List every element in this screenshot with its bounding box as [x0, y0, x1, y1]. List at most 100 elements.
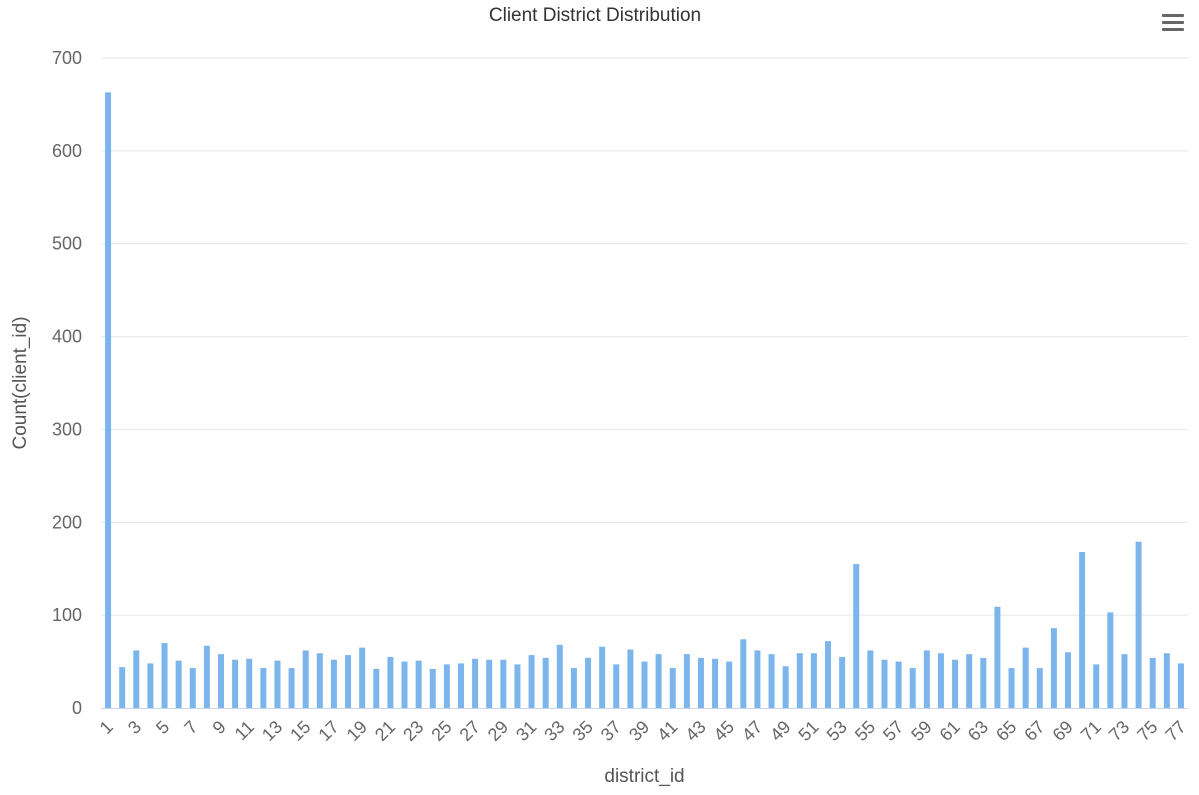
x-tick-label: 57 [879, 717, 907, 745]
x-tick-label: 29 [484, 717, 512, 745]
bar-district-15[interactable] [302, 650, 309, 708]
x-tick-label: 41 [653, 717, 681, 745]
x-tick-label: 73 [1105, 717, 1133, 745]
y-tick-label: 700 [52, 48, 82, 68]
bar-district-59[interactable] [923, 650, 930, 708]
bar-district-46[interactable] [740, 639, 747, 708]
bar-district-41[interactable] [669, 668, 676, 708]
x-tick-label: 39 [625, 717, 653, 745]
chart-menu-button[interactable] [1162, 14, 1184, 34]
bar-district-39[interactable] [641, 661, 648, 708]
x-tick-label: 53 [823, 717, 851, 745]
bar-district-18[interactable] [345, 655, 352, 708]
bar-district-67[interactable] [1036, 668, 1043, 708]
bar-district-23[interactable] [415, 660, 422, 708]
bar-district-69[interactable] [1065, 652, 1072, 708]
bar-district-11[interactable] [246, 658, 253, 708]
bar-district-3[interactable] [133, 650, 140, 708]
bar-district-58[interactable] [909, 668, 916, 708]
bar-district-77[interactable] [1177, 663, 1184, 708]
bar-district-33[interactable] [556, 644, 563, 708]
bar-district-65[interactable] [1008, 668, 1015, 708]
bar-district-64[interactable] [994, 606, 1001, 708]
gridlines [101, 57, 1188, 616]
bar-district-71[interactable] [1093, 664, 1100, 708]
bar-district-31[interactable] [528, 655, 535, 708]
bar-district-72[interactable] [1107, 612, 1114, 708]
bar-district-61[interactable] [952, 659, 959, 708]
x-tick-label: 43 [681, 717, 709, 745]
y-tick-label: 200 [52, 512, 82, 532]
x-tick-label: 5 [152, 717, 173, 738]
x-tick-label: 13 [258, 717, 286, 745]
bar-district-32[interactable] [542, 657, 549, 708]
bar-district-74[interactable] [1135, 541, 1142, 708]
bar-district-70[interactable] [1079, 552, 1086, 708]
bar-district-37[interactable] [613, 664, 620, 708]
bar-district-13[interactable] [274, 660, 281, 708]
bar-district-19[interactable] [359, 647, 366, 708]
bar-district-22[interactable] [401, 661, 408, 708]
bar-district-8[interactable] [203, 645, 210, 708]
bar-district-25[interactable] [443, 664, 450, 708]
bar-district-7[interactable] [189, 668, 196, 708]
bar-district-73[interactable] [1121, 654, 1128, 708]
bar-district-34[interactable] [570, 668, 577, 708]
y-tick-label: 400 [52, 327, 82, 347]
bar-district-36[interactable] [599, 646, 606, 708]
bar-district-44[interactable] [712, 658, 719, 708]
bar-district-28[interactable] [486, 659, 493, 708]
bar-district-50[interactable] [796, 653, 803, 708]
bar-district-10[interactable] [232, 659, 239, 708]
bar-district-21[interactable] [387, 656, 394, 708]
bar-district-68[interactable] [1050, 628, 1057, 708]
bar-district-5[interactable] [161, 643, 168, 708]
bar-district-45[interactable] [726, 661, 733, 708]
bar-district-30[interactable] [514, 664, 521, 708]
bar-district-16[interactable] [316, 653, 323, 708]
bar-district-4[interactable] [147, 663, 154, 708]
bar-district-9[interactable] [217, 654, 224, 708]
bar-district-6[interactable] [175, 660, 182, 708]
x-tick-label: 59 [907, 717, 935, 745]
x-tick-label: 69 [1049, 717, 1077, 745]
bar-district-12[interactable] [260, 668, 267, 708]
x-tick-label: 51 [794, 717, 822, 745]
bar-district-51[interactable] [810, 653, 817, 708]
bar-district-29[interactable] [500, 659, 507, 708]
bar-district-1[interactable] [105, 92, 112, 709]
y-tick-label: 100 [52, 605, 82, 625]
bar-district-43[interactable] [697, 657, 704, 708]
x-tick-label: 45 [710, 717, 738, 745]
x-tick-label: 17 [314, 717, 342, 745]
bar-district-55[interactable] [867, 650, 874, 708]
bar-district-57[interactable] [895, 661, 902, 708]
bar-district-56[interactable] [881, 659, 888, 708]
bar-district-20[interactable] [373, 669, 380, 708]
bar-district-48[interactable] [768, 654, 775, 708]
bar-district-52[interactable] [825, 641, 832, 708]
bar-district-24[interactable] [429, 669, 436, 708]
bar-district-75[interactable] [1149, 657, 1156, 708]
bar-district-2[interactable] [119, 667, 126, 708]
bar-district-53[interactable] [839, 656, 846, 708]
bar-series [105, 92, 1184, 709]
bar-district-27[interactable] [472, 658, 479, 708]
bar-district-49[interactable] [782, 666, 789, 708]
bar-district-40[interactable] [655, 654, 662, 708]
bar-district-26[interactable] [457, 663, 464, 708]
x-tick-label: 11 [231, 717, 258, 744]
bar-district-66[interactable] [1022, 647, 1029, 708]
bar-district-38[interactable] [627, 649, 634, 709]
bar-district-60[interactable] [937, 653, 944, 708]
bar-district-42[interactable] [683, 654, 690, 708]
bar-district-62[interactable] [966, 654, 973, 708]
bar-district-17[interactable] [330, 659, 337, 708]
bar-district-54[interactable] [853, 564, 860, 708]
bar-district-47[interactable] [754, 650, 761, 708]
bar-district-63[interactable] [980, 657, 987, 708]
bar-district-76[interactable] [1163, 653, 1170, 708]
bar-district-35[interactable] [585, 657, 592, 708]
bar-district-14[interactable] [288, 668, 295, 708]
